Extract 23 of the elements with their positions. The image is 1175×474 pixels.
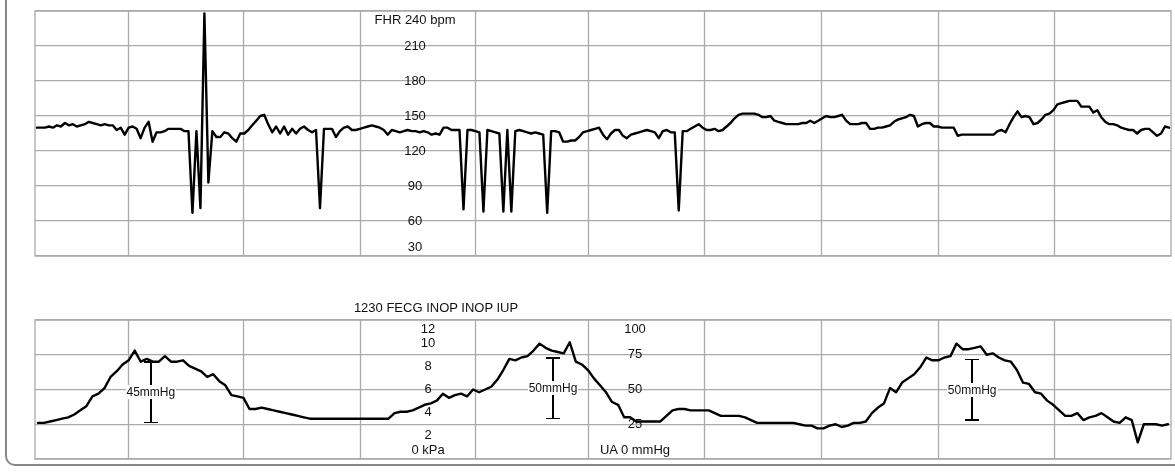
y-tick-label: 90 [407,177,423,193]
y-tick-label: 30 [407,238,423,254]
y-tick-label: FHR 240 bpm [374,11,456,27]
annotation: 45mmHg [125,385,177,400]
y2-tick-label: 2 [424,427,432,443]
y-tick-label: 180 [404,72,426,88]
y2-tick-label: 12 [420,320,436,336]
chart-title: 1230 FECG INOP INOP IUP [352,300,520,316]
annotation: 50mmHg [946,382,998,397]
y-tick-label: 100 [624,320,646,336]
y-tick-label: 50 [627,381,643,397]
annotation: 50mmHg [527,381,579,396]
y2-tick-label: 0 kPa [411,441,446,457]
y2-tick-label: 4 [424,404,432,420]
y-tick-label: 150 [404,107,426,123]
y-tick-label: UA 0 mmHg [599,441,671,457]
y-tick-label: 60 [407,212,423,228]
y2-tick-label: 6 [424,381,432,397]
y2-tick-label: 10 [420,334,436,350]
y-tick-label: 75 [627,346,643,362]
y-tick-label: 210 [404,37,426,53]
y2-tick-label: 8 [424,357,432,373]
y-tick-label: 120 [404,142,426,158]
